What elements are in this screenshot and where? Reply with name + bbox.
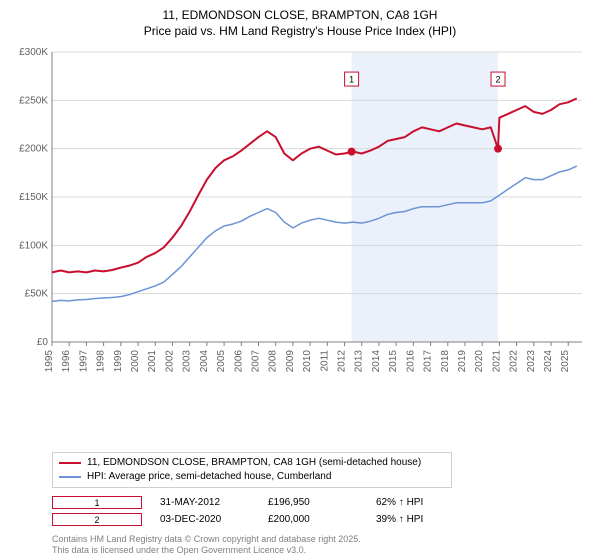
- svg-text:1996: 1996: [61, 350, 72, 373]
- svg-text:£250K: £250K: [19, 95, 48, 106]
- marker-row: 2 03-DEC-2020 £200,000 39% ↑ HPI: [52, 513, 590, 526]
- marker-pct: 39% ↑ HPI: [376, 514, 466, 525]
- titles: 11, EDMONDSON CLOSE, BRAMPTON, CA8 1GH P…: [10, 8, 590, 38]
- svg-text:2022: 2022: [509, 350, 520, 373]
- svg-text:2000: 2000: [130, 350, 141, 373]
- footer: Contains HM Land Registry data © Crown c…: [52, 534, 590, 556]
- svg-text:2012: 2012: [337, 350, 348, 373]
- legend-swatch: [59, 476, 81, 478]
- marker-number-box: 1: [52, 496, 142, 509]
- legend-row: HPI: Average price, semi-detached house,…: [59, 470, 445, 484]
- marker-table: 1 31-MAY-2012 £196,950 62% ↑ HPI 2 03-DEC-202…: [52, 492, 590, 530]
- svg-text:2010: 2010: [302, 350, 313, 373]
- svg-text:2004: 2004: [199, 350, 210, 373]
- svg-text:£300K: £300K: [19, 47, 48, 58]
- svg-text:1997: 1997: [78, 350, 89, 373]
- svg-text:2007: 2007: [250, 350, 261, 373]
- svg-text:2013: 2013: [354, 350, 365, 373]
- svg-text:2018: 2018: [440, 350, 451, 373]
- title-subtitle: Price paid vs. HM Land Registry's House …: [10, 24, 590, 38]
- legend-swatch: [59, 462, 81, 465]
- svg-text:2005: 2005: [216, 350, 227, 373]
- svg-text:2015: 2015: [388, 350, 399, 373]
- marker-date: 03-DEC-2020: [160, 514, 250, 525]
- svg-text:£100K: £100K: [19, 240, 48, 251]
- footer-line-1: Contains HM Land Registry data © Crown c…: [52, 534, 590, 545]
- svg-text:2002: 2002: [164, 350, 175, 373]
- footer-line-2: This data is licensed under the Open Gov…: [52, 545, 590, 556]
- svg-text:£150K: £150K: [19, 192, 48, 203]
- svg-text:£0: £0: [37, 337, 49, 348]
- svg-text:2021: 2021: [491, 350, 502, 373]
- svg-text:2020: 2020: [474, 350, 485, 373]
- svg-text:2003: 2003: [182, 350, 193, 373]
- svg-text:2016: 2016: [405, 350, 416, 373]
- svg-text:2023: 2023: [526, 350, 537, 373]
- svg-text:2: 2: [496, 75, 501, 85]
- legend: 11, EDMONDSON CLOSE, BRAMPTON, CA8 1GH (…: [52, 452, 452, 488]
- svg-text:1999: 1999: [113, 350, 124, 373]
- svg-text:2008: 2008: [268, 350, 279, 373]
- legend-label: 11, EDMONDSON CLOSE, BRAMPTON, CA8 1GH (…: [87, 456, 421, 470]
- svg-text:1995: 1995: [44, 350, 55, 373]
- marker-date: 31-MAY-2012: [160, 497, 250, 508]
- marker-price: £200,000: [268, 514, 358, 525]
- svg-text:2001: 2001: [147, 350, 158, 373]
- marker-number-box: 2: [52, 513, 142, 526]
- svg-text:2019: 2019: [457, 350, 468, 373]
- svg-text:1998: 1998: [96, 350, 107, 373]
- marker-price: £196,950: [268, 497, 358, 508]
- svg-text:2025: 2025: [560, 350, 571, 373]
- legend-label: HPI: Average price, semi-detached house,…: [87, 470, 331, 484]
- legend-row: 11, EDMONDSON CLOSE, BRAMPTON, CA8 1GH (…: [59, 456, 445, 470]
- title-address: 11, EDMONDSON CLOSE, BRAMPTON, CA8 1GH: [10, 8, 590, 22]
- svg-text:2009: 2009: [285, 350, 296, 373]
- svg-text:£200K: £200K: [19, 144, 48, 155]
- svg-text:2024: 2024: [543, 350, 554, 373]
- chart-container: 11, EDMONDSON CLOSE, BRAMPTON, CA8 1GH P…: [0, 0, 600, 560]
- marker-pct: 62% ↑ HPI: [376, 497, 466, 508]
- line-chart: £0 £50K £100K £150K £200K £250K £300K 1995 1996 1…: [10, 46, 590, 376]
- svg-text:1: 1: [349, 75, 354, 85]
- svg-text:£50K: £50K: [25, 289, 49, 300]
- svg-text:2017: 2017: [423, 350, 434, 373]
- svg-text:2011: 2011: [319, 350, 330, 372]
- chart-area: £0 £50K £100K £150K £200K £250K £300K 1995 1996 1…: [10, 46, 590, 446]
- svg-text:2006: 2006: [233, 350, 244, 373]
- svg-text:2014: 2014: [371, 350, 382, 373]
- marker-row: 1 31-MAY-2012 £196,950 62% ↑ HPI: [52, 496, 590, 509]
